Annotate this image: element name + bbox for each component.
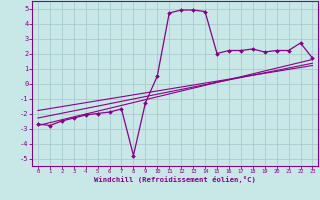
X-axis label: Windchill (Refroidissement éolien,°C): Windchill (Refroidissement éolien,°C) [94,176,256,183]
